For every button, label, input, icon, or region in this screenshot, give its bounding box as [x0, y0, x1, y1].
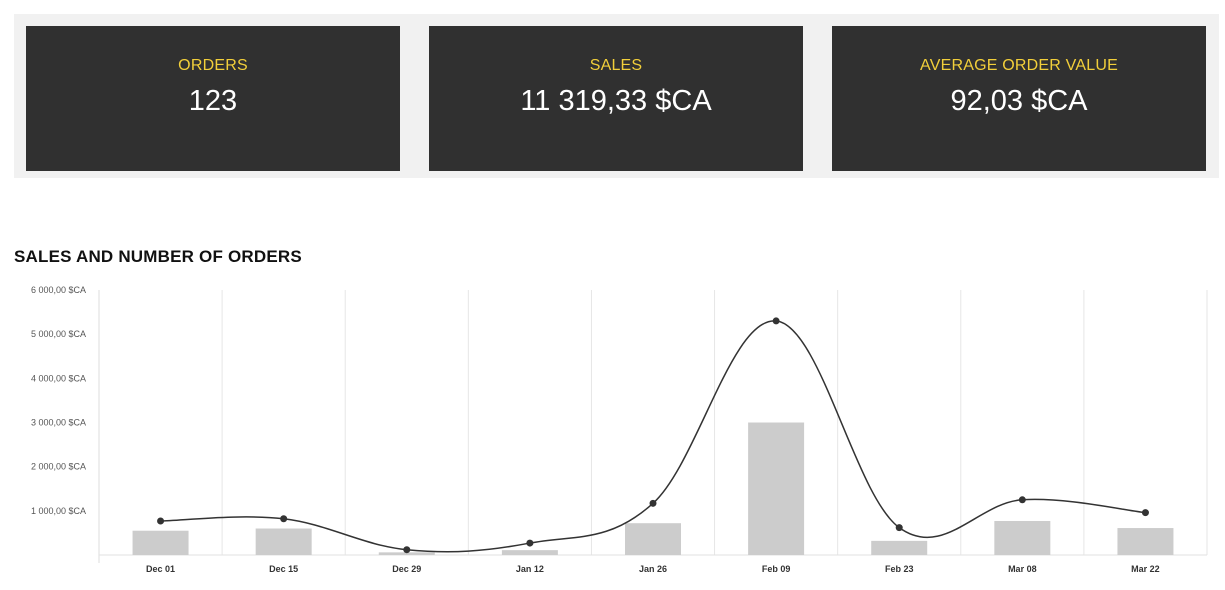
line-point [1018, 496, 1026, 504]
bar [625, 523, 681, 555]
x-tick-label: Mar 22 [1131, 564, 1160, 574]
line-point [772, 317, 780, 325]
bar [1117, 528, 1174, 555]
bar [994, 520, 1051, 555]
kpi-label-sales: SALES [589, 57, 643, 74]
x-tick-label: Feb 09 [762, 564, 791, 574]
x-tick-label: Dec 29 [392, 564, 421, 574]
line-point [1141, 509, 1149, 517]
y-tick-label: 3 000,00 $CA [31, 418, 86, 428]
bar [378, 552, 435, 555]
kpi-value-average-order-value: 92,03 $CA [950, 85, 1088, 117]
kpi-value-sales: 11 319,33 $CA [520, 85, 712, 117]
line-point [895, 524, 903, 532]
x-tick-label: Jan 26 [639, 564, 667, 574]
line-point [157, 517, 165, 525]
kpi-value-orders: 123 [188, 85, 238, 117]
kpi-card-average-order-value: AVERAGE ORDER VALUE 92,03 $CA [832, 26, 1206, 171]
x-tick-label: Feb 23 [885, 564, 914, 574]
line-point [649, 499, 657, 507]
y-tick-label: 1 000,00 $CA [31, 506, 86, 516]
bar [255, 528, 312, 555]
kpi-label-orders: ORDERS [178, 57, 248, 74]
bar [871, 540, 928, 555]
x-tick-label: Dec 15 [269, 564, 298, 574]
y-tick-label: 6 000,00 $CA [31, 285, 86, 295]
kpi-card-sales: SALES 11 319,33 $CA [429, 26, 803, 171]
x-tick-label: Mar 08 [1008, 564, 1037, 574]
kpi-strip: ORDERS 123 SALES 11 319,33 $CA AVERAGE O… [14, 14, 1219, 178]
y-tick-label: 2 000,00 $CA [31, 462, 86, 472]
bar [132, 530, 189, 555]
chart-title: SALES AND NUMBER OF ORDERS [14, 247, 302, 266]
kpi-label-average-order-value: AVERAGE ORDER VALUE [920, 57, 1118, 74]
x-tick-label: Jan 12 [516, 564, 544, 574]
y-tick-label: 5 000,00 $CA [31, 329, 86, 339]
bar [748, 422, 805, 555]
kpi-card-orders: ORDERS 123 [26, 26, 400, 171]
sales-line [160, 320, 1146, 553]
line-point [403, 546, 411, 554]
y-tick-label: 4 000,00 $CA [31, 373, 86, 383]
line-point [526, 539, 534, 547]
bar [501, 550, 558, 555]
x-tick-label: Dec 01 [146, 564, 175, 574]
line-point [280, 515, 288, 523]
